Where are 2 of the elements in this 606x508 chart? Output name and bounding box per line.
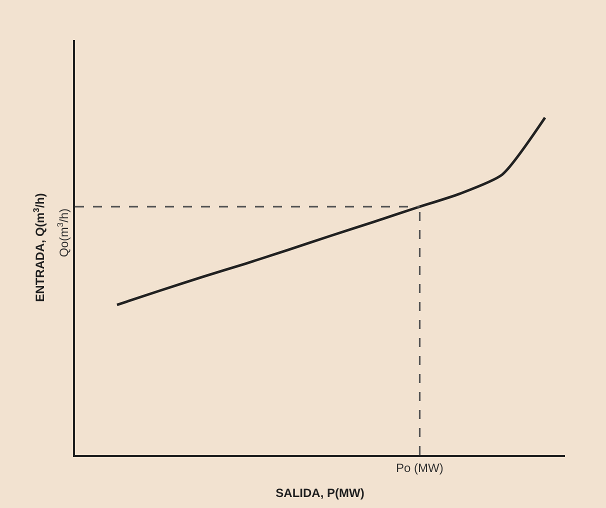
text: Po (MW) bbox=[396, 461, 444, 475]
x-axis-title: SALIDA, P(MW) bbox=[276, 486, 364, 500]
